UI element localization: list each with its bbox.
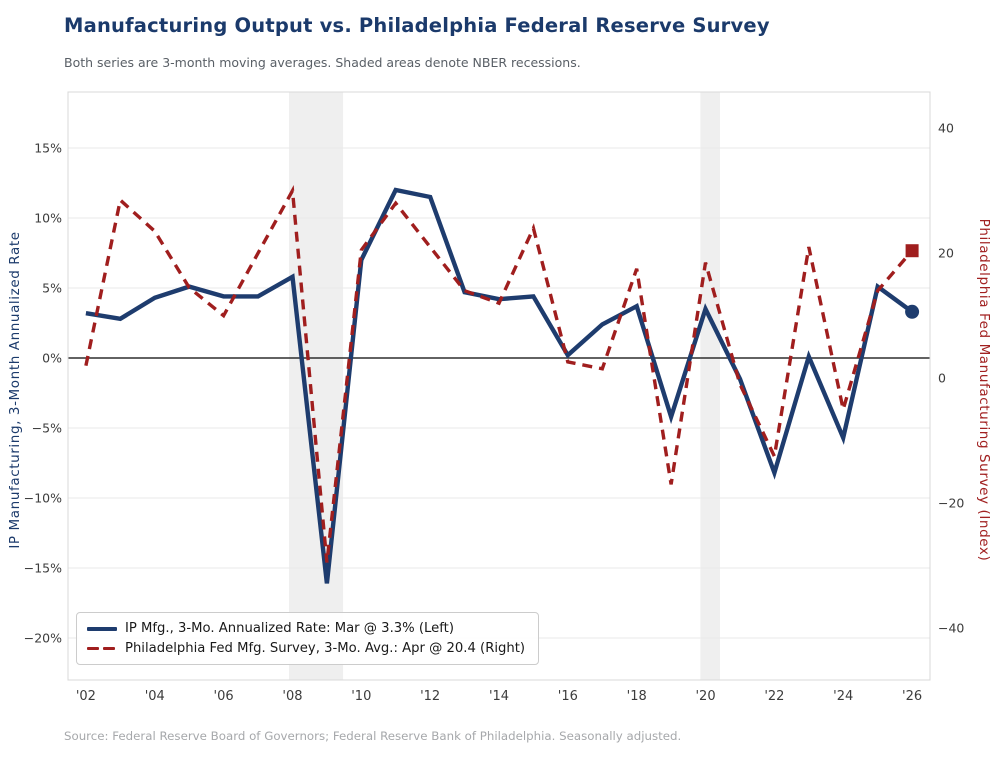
left-axis-title: IP Manufacturing, 3-Month Annualized Rat…: [7, 231, 23, 549]
series-line-1: [84, 185, 914, 563]
right-axis-tick-label: −40: [938, 621, 964, 636]
source-note: Source: Federal Reserve Board of Governo…: [64, 729, 682, 743]
chart-title: Manufacturing Output vs. Philadelphia Fe…: [64, 14, 770, 37]
recession-band: [700, 92, 721, 680]
left-axis-tick-label: −10%: [24, 491, 62, 506]
legend-item-ip-mfg: IP Mfg., 3-Mo. Annualized Rate: Mar @ 3.…: [87, 621, 525, 636]
right-axis-title: Philadelphia Fed Manufacturing Survey (I…: [976, 218, 992, 562]
legend-item-philly-fed: Philadelphia Fed Mfg. Survey, 3-Mo. Avg.…: [87, 641, 525, 656]
x-axis-tick-label: '24: [833, 689, 853, 704]
recession-band: [289, 92, 344, 680]
series-end-marker-circle: [905, 304, 920, 319]
left-axis-tick-label: 15%: [34, 141, 62, 156]
x-axis-tick-label: '04: [145, 689, 165, 704]
right-axis-tick-label: 40: [938, 121, 954, 136]
series-end-marker-square: [905, 244, 919, 258]
chart-subtitle: Both series are 3-month moving averages.…: [64, 55, 581, 70]
left-axis-tick-label: −15%: [24, 561, 62, 576]
x-axis-tick-label: '08: [282, 689, 302, 704]
right-axis-tick-label: −20: [938, 496, 964, 511]
right-axis-tick-label: 20: [938, 246, 954, 261]
plot-background: [68, 92, 930, 680]
left-axis-tick-label: 0%: [42, 351, 62, 366]
solid-line-swatch-icon: [87, 626, 117, 631]
x-axis-tick-label: '20: [695, 689, 715, 704]
left-axis-tick-label: −5%: [32, 421, 62, 436]
x-axis-tick-label: '26: [902, 689, 922, 704]
right-axis-tick-label: 0: [938, 371, 946, 386]
x-axis-tick-label: '18: [627, 689, 647, 704]
x-axis-tick-label: '10: [351, 689, 371, 704]
x-axis-tick-label: '16: [558, 689, 578, 704]
legend-label: Philadelphia Fed Mfg. Survey, 3-Mo. Avg.…: [125, 641, 526, 656]
x-axis-tick-label: '22: [764, 689, 784, 704]
x-axis-tick-label: '06: [214, 689, 234, 704]
x-axis-tick-label: '02: [76, 689, 96, 704]
left-axis-tick-label: −20%: [24, 631, 62, 646]
legend-label: IP Mfg., 3-Mo. Annualized Rate: Mar @ 3.…: [125, 621, 454, 636]
legend: IP Mfg., 3-Mo. Annualized Rate: Mar @ 3.…: [76, 612, 540, 665]
left-axis-tick-label: 5%: [42, 281, 62, 296]
plot-border: [67, 91, 931, 681]
dashed-line-swatch-icon: [87, 646, 117, 651]
x-axis-tick-label: '12: [420, 689, 440, 704]
x-axis-tick-label: '14: [489, 689, 509, 704]
left-axis-tick-label: 10%: [34, 211, 62, 226]
